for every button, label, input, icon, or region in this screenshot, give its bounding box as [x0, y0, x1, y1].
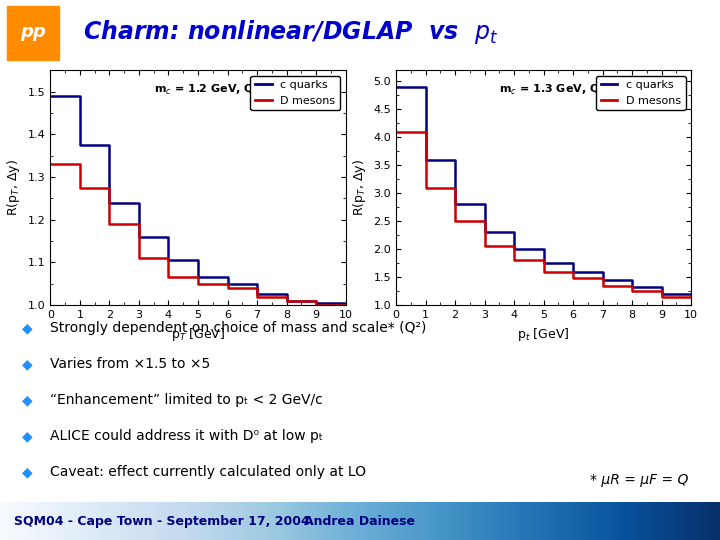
Text: m$_c$ = 1.3 GeV, Q$^2$ = m$^2$: m$_c$ = 1.3 GeV, Q$^2$ = m$^2$ — [500, 79, 639, 98]
Y-axis label: R(p$_T$, Δy): R(p$_T$, Δy) — [351, 159, 368, 216]
Text: SQM04 - Cape Town - September 17, 2004: SQM04 - Cape Town - September 17, 2004 — [14, 515, 310, 528]
X-axis label: p$_T$ [GeV]: p$_T$ [GeV] — [171, 326, 225, 342]
Text: * μR = μF = Q: * μR = μF = Q — [590, 472, 689, 487]
Text: ◆: ◆ — [22, 429, 32, 443]
Text: ALICE could address it with D⁰ at low pₜ: ALICE could address it with D⁰ at low pₜ — [50, 429, 323, 443]
Text: Strongly dependent on choice of mass and scale* (Q²): Strongly dependent on choice of mass and… — [50, 321, 427, 335]
X-axis label: p$_t$ [GeV]: p$_t$ [GeV] — [518, 326, 570, 342]
Text: ◆: ◆ — [22, 357, 32, 372]
Legend: c quarks, D mesons: c quarks, D mesons — [596, 76, 685, 110]
Text: ◆: ◆ — [22, 393, 32, 407]
Text: “Enhancement” limited to pₜ < 2 GeV/c: “Enhancement” limited to pₜ < 2 GeV/c — [50, 393, 323, 407]
Text: Charm: nonlinear/DGLAP  vs  $p_t$: Charm: nonlinear/DGLAP vs $p_t$ — [83, 18, 498, 46]
Y-axis label: R(p$_T$, Δy): R(p$_T$, Δy) — [5, 159, 22, 216]
Text: pp: pp — [20, 23, 46, 42]
Text: Varies from ×1.5 to ×5: Varies from ×1.5 to ×5 — [50, 357, 211, 372]
FancyBboxPatch shape — [7, 6, 59, 59]
Legend: c quarks, D mesons: c quarks, D mesons — [251, 76, 340, 110]
Text: ◆: ◆ — [22, 465, 32, 480]
Text: Andrea Dainese: Andrea Dainese — [305, 515, 415, 528]
Text: m$_c$ = 1.2 GeV, Q$^2$ = 4 m$^2$: m$_c$ = 1.2 GeV, Q$^2$ = 4 m$^2$ — [153, 79, 305, 98]
Text: ◆: ◆ — [22, 321, 32, 335]
Text: Caveat: effect currently calculated only at LO: Caveat: effect currently calculated only… — [50, 465, 366, 480]
